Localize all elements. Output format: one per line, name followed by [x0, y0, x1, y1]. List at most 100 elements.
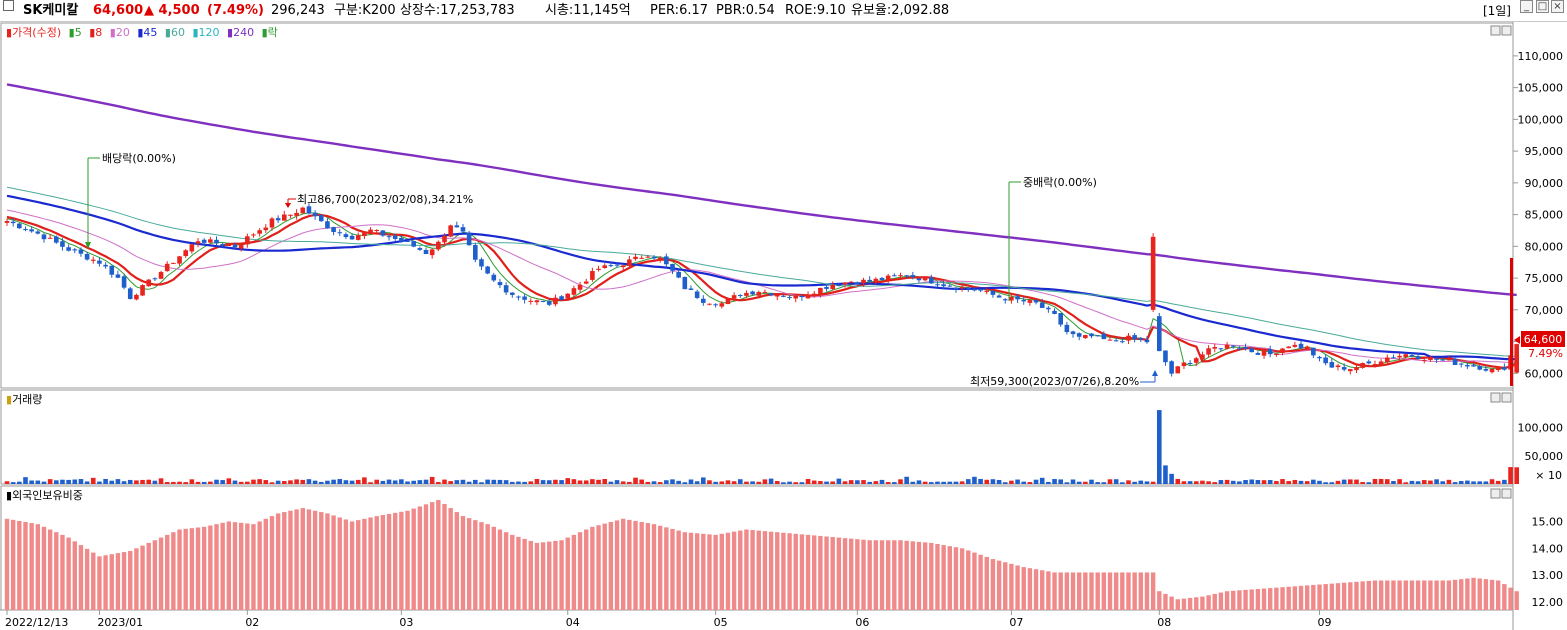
foreign-ratio-bar: [1187, 597, 1193, 610]
foreign-ratio-bar: [1070, 572, 1076, 610]
candle-body: [1027, 300, 1033, 303]
candle-body: [1434, 358, 1439, 360]
volume-bar: [892, 482, 897, 484]
legend-ma240: ▮: [227, 26, 233, 39]
foreign-ratio-bar: [867, 540, 872, 610]
foreign-ratio-bar: [238, 522, 244, 610]
foreign-ratio-bar: [1378, 580, 1384, 610]
foreign-ratio-bar: [319, 512, 324, 610]
volume-bar: [1107, 479, 1113, 484]
volume-bar: [756, 481, 762, 484]
foreign-ratio-bar: [664, 527, 669, 610]
candle-body: [35, 231, 41, 234]
candle-body: [208, 239, 213, 243]
foreign-ratio-bar: [232, 522, 238, 610]
candle-body: [774, 294, 780, 297]
volume-bar: [787, 481, 792, 484]
foreign-ratio-bar: [1255, 588, 1261, 610]
volume-bar: [546, 480, 552, 484]
foreign-ratio-bar: [972, 552, 977, 610]
candle-body: [29, 229, 34, 232]
foreign-ratio-bar: [146, 542, 151, 610]
volume-bar: [731, 481, 737, 484]
candle-body: [1046, 307, 1051, 310]
candle-body: [405, 241, 410, 243]
volume-bar: [1360, 482, 1365, 484]
volume-bar: [639, 479, 644, 484]
foreign-panel-controls[interactable]: [1490, 488, 1512, 499]
foreign-ratio-bar: [1144, 572, 1150, 610]
candle-body: [645, 256, 651, 258]
market-class: 구분:K200: [334, 3, 396, 18]
candle-body: [423, 249, 429, 255]
foreign-ratio-bar: [466, 518, 472, 610]
foreign-ratio-bar: [713, 534, 718, 610]
foreign-ratio-bar: [731, 531, 737, 610]
volume-bar: [275, 480, 281, 484]
candle-body: [1489, 368, 1495, 373]
candle-body: [238, 244, 244, 249]
foreign-ratio-bar: [1169, 596, 1174, 610]
candle-body: [1304, 346, 1310, 350]
candle-body: [1132, 335, 1137, 340]
price-y-tick-label: 85,000: [1525, 209, 1564, 222]
candle-body: [805, 294, 811, 299]
foreign-ratio-bar: [1471, 577, 1476, 610]
candle-body: [731, 295, 737, 299]
candle-body: [627, 259, 632, 267]
foreign-ratio-bar: [1163, 593, 1168, 610]
candle-body: [935, 284, 940, 286]
stock-chart[interactable]: 60,00065,00070,00075,00080,00085,00090,0…: [0, 22, 1567, 630]
volume-bar: [436, 482, 441, 484]
minimize-icon[interactable]: _: [1520, 0, 1533, 13]
volume-bar: [454, 480, 460, 484]
legend-ma45: ▮: [137, 26, 143, 39]
candle-body: [1465, 364, 1470, 367]
volume-panel-controls[interactable]: [1490, 392, 1512, 403]
candle-body: [787, 297, 792, 299]
volume-bar: [1335, 480, 1341, 484]
candle-body: [41, 234, 47, 240]
close-icon[interactable]: ×: [1551, 0, 1564, 13]
price-panel[interactable]: [0, 22, 1514, 389]
period-selector[interactable]: [1일]: [1482, 4, 1511, 18]
maximize-icon[interactable]: □: [1536, 0, 1549, 13]
volume-bar: [1255, 479, 1261, 484]
price-panel-controls[interactable]: [1490, 25, 1512, 36]
ma-line-8: [6, 213, 1518, 369]
candle-body: [1120, 341, 1125, 343]
volume-bar: [818, 481, 823, 484]
foreign-ratio-bar: [547, 541, 552, 610]
foreign-ratio-bar: [152, 540, 158, 610]
candle-body: [818, 287, 823, 295]
volume-bar: [657, 482, 663, 484]
candle-body: [337, 232, 343, 234]
foreign-ratio-bar: [226, 521, 232, 610]
volume-bar: [1329, 482, 1335, 484]
select-checkbox[interactable]: [3, 0, 14, 11]
volume-bar: [744, 481, 749, 484]
volume-bar: [701, 477, 706, 484]
volume-bar: [1384, 479, 1390, 484]
candle-body: [959, 287, 965, 289]
candle-body: [1200, 354, 1205, 360]
volume-bar: [1348, 479, 1353, 484]
candle-body: [1249, 348, 1255, 353]
volume-bar: [516, 481, 521, 484]
volume-bar: [614, 480, 620, 484]
stock-name[interactable]: SK케미칼: [23, 3, 79, 18]
foreign-ratio-bar: [657, 525, 663, 610]
volume-bar: [848, 480, 854, 484]
foreign-ratio-bar: [331, 515, 336, 610]
candle-body: [195, 241, 201, 244]
foreign-ratio-bar: [460, 516, 466, 610]
candle-body: [725, 298, 731, 305]
volume-panel[interactable]: [0, 389, 1514, 485]
candle-body: [140, 285, 145, 296]
foreign-ratio-bar: [1175, 599, 1180, 610]
foreign-ratio-bar: [510, 534, 515, 610]
volume-bar: [10, 482, 16, 484]
volume-bar: [1514, 467, 1519, 484]
volume-bar: [608, 481, 614, 484]
candle-body: [1323, 357, 1328, 364]
